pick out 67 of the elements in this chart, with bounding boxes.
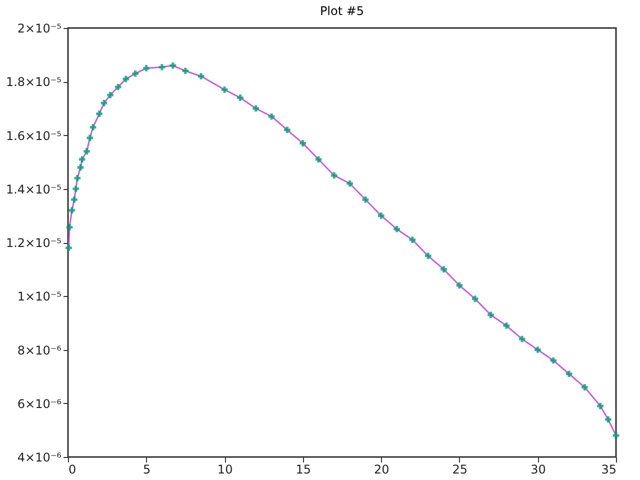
point xyxy=(198,73,204,80)
point xyxy=(331,172,338,179)
point xyxy=(394,226,400,232)
x-tick-label: 35 xyxy=(601,462,616,476)
point xyxy=(66,244,72,252)
point xyxy=(518,336,526,342)
point xyxy=(472,296,478,302)
point xyxy=(100,100,108,106)
point xyxy=(84,148,90,154)
y-tick-label: 1.4×10⁻⁵ xyxy=(6,182,62,196)
y-tick-label: 1.8×10⁻⁵ xyxy=(6,75,62,90)
point xyxy=(66,224,73,230)
point xyxy=(132,70,138,77)
point xyxy=(534,346,541,353)
y-tick-label: 8×10⁻⁶ xyxy=(17,343,62,358)
point xyxy=(456,282,463,289)
point xyxy=(96,110,102,117)
y-tick-label: 4×10⁻⁶ xyxy=(17,450,62,464)
point xyxy=(122,76,130,82)
point xyxy=(409,236,416,243)
point xyxy=(78,156,86,163)
point xyxy=(114,84,122,90)
point xyxy=(503,322,510,329)
point xyxy=(90,124,96,130)
x-tick-label: 20 xyxy=(374,462,390,476)
point xyxy=(252,105,260,112)
point xyxy=(424,252,432,260)
point xyxy=(237,94,244,101)
x-tick-label: 25 xyxy=(452,462,468,476)
point xyxy=(488,312,494,318)
y-tick-label: 1.2×10⁻⁵ xyxy=(6,236,62,250)
point xyxy=(107,92,114,98)
point xyxy=(550,357,557,364)
chart-title: Plot #5 xyxy=(320,4,364,18)
x-tick-label: 15 xyxy=(296,462,311,476)
point xyxy=(74,174,81,182)
point xyxy=(612,432,620,439)
point xyxy=(170,62,176,69)
y-tick-label: 1×10⁻⁵ xyxy=(17,290,62,304)
y-tick-label: 1.6×10⁻⁵ xyxy=(6,128,62,143)
point xyxy=(158,64,166,70)
y-tick-label: 2×10⁻⁵ xyxy=(17,22,62,36)
point xyxy=(68,207,76,214)
point xyxy=(378,212,384,219)
point xyxy=(77,164,84,171)
x-tick-label: 5 xyxy=(142,462,151,476)
point xyxy=(143,65,150,72)
point xyxy=(284,126,290,134)
y-tick-label: 6×10⁻⁶ xyxy=(17,396,62,411)
x-tick-label: 0 xyxy=(68,462,76,476)
x-tick-label: 30 xyxy=(530,462,546,476)
point xyxy=(221,86,228,93)
point xyxy=(300,140,306,146)
point xyxy=(605,416,612,423)
point xyxy=(346,180,353,187)
point xyxy=(182,68,189,74)
point xyxy=(440,266,447,272)
point xyxy=(72,186,79,192)
point xyxy=(71,196,78,203)
point xyxy=(597,402,604,410)
point xyxy=(86,134,94,142)
point xyxy=(268,113,275,120)
point xyxy=(582,384,588,390)
point xyxy=(362,196,369,203)
point xyxy=(315,156,322,163)
point xyxy=(566,370,572,378)
x-tick-label: 10 xyxy=(217,462,233,476)
